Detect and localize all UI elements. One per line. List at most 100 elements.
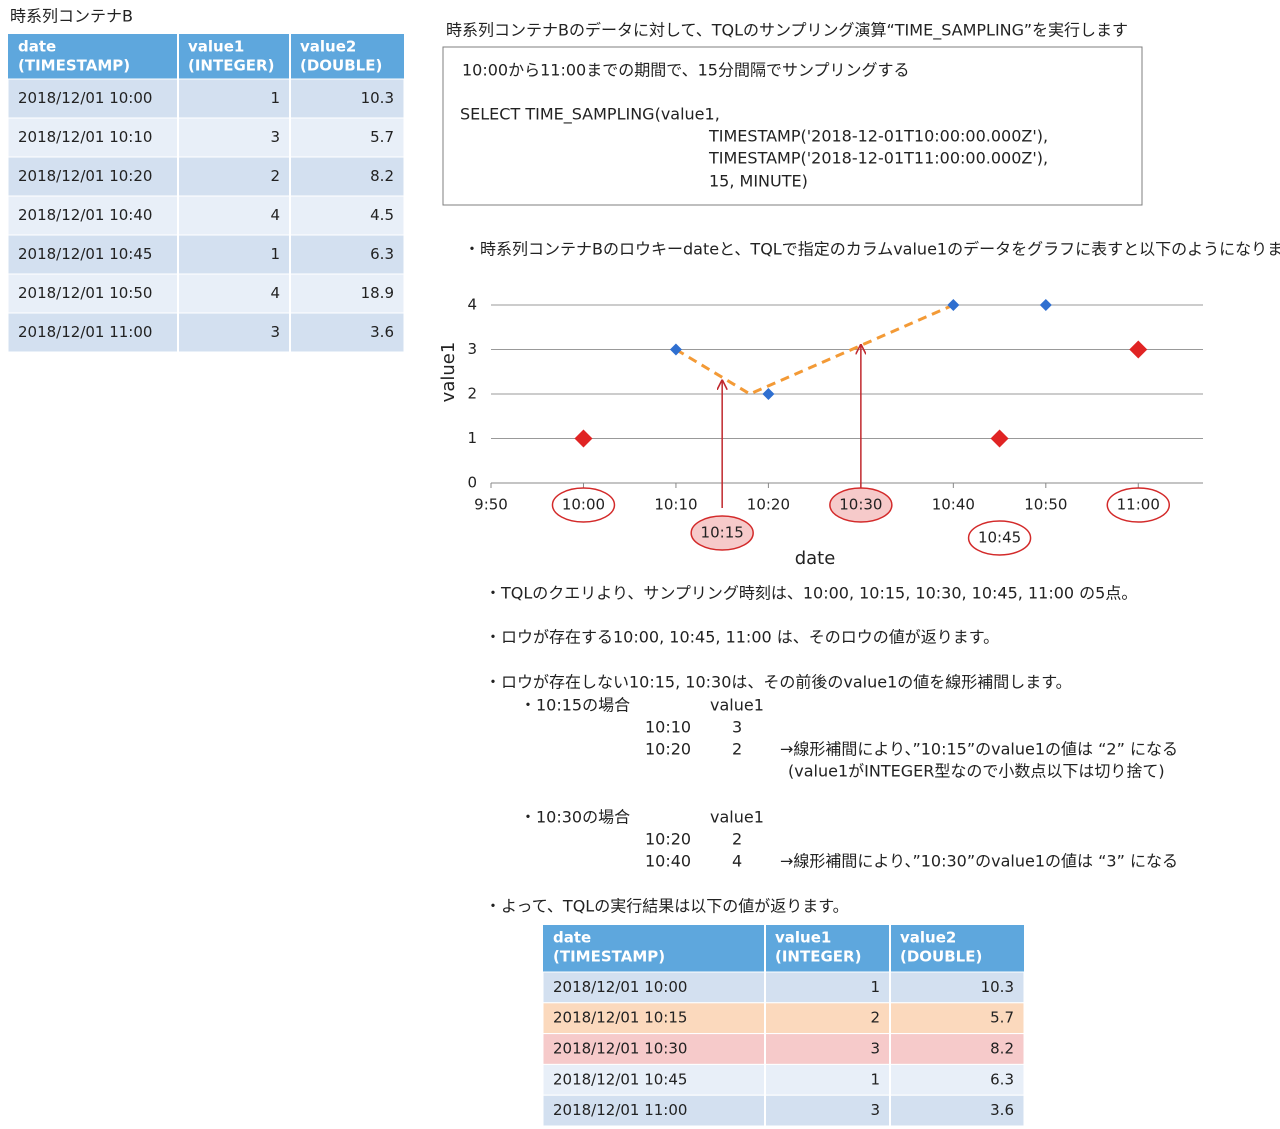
data-point (1039, 299, 1052, 311)
query-heading: 時系列コンテナBのデータに対して、TQLのサンプリング演算“TIME_SAMPL… (446, 21, 1128, 41)
query-description: 10:00から11:00までの期間で、15分間隔でサンプリングする (462, 61, 909, 80)
y-tick-label: 1 (467, 429, 477, 447)
cell-text: 4.5 (370, 206, 394, 224)
note: ・よって、TQLの実行結果は以下の値が返ります。 (485, 897, 849, 916)
cell-text: 18.9 (361, 284, 394, 302)
data-point (574, 429, 593, 448)
circle-label: 10:15 (701, 524, 744, 542)
cell-text: 6.3 (990, 1070, 1014, 1088)
cell-text: 3 (270, 323, 280, 341)
header-text: (TIMESTAMP) (18, 57, 130, 75)
cell-text: 3 (270, 128, 280, 146)
table-row (542, 1094, 1025, 1127)
cell-text: 2018/12/01 11:00 (18, 323, 152, 341)
cell-text: 2018/12/01 10:45 (18, 245, 152, 263)
x-tick-label: 10:40 (932, 496, 975, 514)
header-text: value2 (900, 929, 956, 947)
header-text: value2 (300, 38, 356, 56)
cell-text: 4 (270, 284, 280, 302)
cell-text: 2 (870, 1009, 880, 1027)
highlight-circle (829, 487, 893, 523)
cell-text: 1 (270, 245, 280, 263)
header-text: value1 (188, 38, 244, 56)
sql-line: TIMESTAMP('2018-12-01T11:00:00.000Z'), (708, 149, 1048, 168)
cell-text: 2018/12/01 10:00 (553, 978, 687, 996)
table-header (543, 925, 1024, 972)
table-row (7, 78, 405, 119)
header-text: (DOUBLE) (900, 948, 982, 966)
table-row (542, 1033, 1025, 1065)
note: ・TQLのクエリより、サンプリング時刻は、10:00, 10:15, 10:30… (485, 584, 1137, 603)
cell-text: 8.2 (370, 167, 394, 185)
x-tick-label: 10:50 (1024, 496, 1067, 514)
data-point (762, 388, 775, 400)
cell-text: 6.3 (370, 245, 394, 263)
left-table-title: 時系列コンテナB (10, 7, 133, 26)
query-box (442, 46, 1143, 206)
cell-text: 2018/12/01 10:40 (18, 206, 152, 224)
highlight-circle (1106, 487, 1171, 523)
table-row (542, 1063, 1025, 1096)
cell-text: 3.6 (990, 1101, 1014, 1119)
note: ・ロウが存在する10:00, 10:45, 11:00 は、そのロウの値が返りま… (485, 628, 999, 647)
cell-text: 2018/12/01 10:30 (553, 1040, 687, 1058)
y-tick-label: 3 (467, 340, 477, 358)
header-text: (TIMESTAMP) (553, 948, 665, 966)
cell-text: 2 (270, 167, 280, 185)
y-tick-label: 0 (467, 474, 477, 492)
case-time: 10:20 (645, 830, 691, 849)
table-row (7, 312, 405, 353)
cell-text: 2018/12/01 10:10 (18, 128, 152, 146)
sql-line: TIMESTAMP('2018-12-01T10:00:00.000Z'), (708, 127, 1048, 146)
case-time: 10:40 (645, 852, 691, 871)
header-text: date (553, 929, 591, 947)
case-remark: (value1がINTEGER型なので小数点以下は切り捨て) (788, 762, 1165, 781)
data-point (1129, 340, 1148, 359)
cell-text: 5.7 (990, 1009, 1014, 1027)
cell-text: 2018/12/01 10:20 (18, 167, 152, 185)
cell-text: 10.3 (981, 978, 1014, 996)
cell-text: 3 (870, 1101, 880, 1119)
cell-text: 5.7 (370, 128, 394, 146)
sql-line: 15, MINUTE) (709, 172, 808, 191)
cell-text: 3 (870, 1040, 880, 1058)
cell-text: 2018/12/01 10:45 (553, 1070, 687, 1088)
cell-text: 1 (870, 1070, 880, 1088)
data-point (990, 429, 1009, 448)
case-result: →線形補間により、”10:30”のvalue1の値は “3” になる (780, 852, 1178, 871)
highlight-circle (551, 487, 616, 523)
cell-text: 1 (270, 89, 280, 107)
case-title: ・10:30の場合 (520, 808, 630, 827)
header-text: date (18, 38, 56, 56)
case-value: 3 (732, 718, 742, 737)
case-value: 2 (732, 740, 742, 759)
x-tick-label: 10:00 (562, 496, 605, 514)
note: ・ロウが存在しない10:15, 10:30は、その前後のvalue1の値を線形補… (485, 673, 1072, 692)
cell-text: 2018/12/01 11:00 (553, 1101, 687, 1119)
data-point (669, 343, 682, 356)
header-text: value1 (775, 929, 831, 947)
cell-text: 2018/12/01 10:00 (18, 89, 152, 107)
cell-text: 2018/12/01 10:50 (18, 284, 152, 302)
case-value: 4 (732, 852, 742, 871)
table-header (8, 34, 404, 79)
x-axis-label: date (795, 548, 836, 569)
y-tick-label: 4 (467, 296, 477, 314)
highlight-circle (690, 515, 754, 551)
x-tick-label: 11:00 (1117, 496, 1160, 514)
case-column: value1 (710, 696, 764, 715)
y-tick-label: 2 (467, 385, 477, 403)
sql-line: SELECT TIME_SAMPLING(value1, (460, 105, 720, 125)
highlight-circle (967, 520, 1032, 556)
cell-text: 1 (870, 978, 880, 996)
case-result: →線形補間により、”10:15”のvalue1の値は “2” になる (780, 740, 1178, 759)
chart-note: ・時系列コンテナBのロウキーdateと、TQLで指定のカラムvalue1のデータ… (464, 240, 1280, 259)
table-row (542, 1002, 1025, 1035)
x-tick-label: 10:30 (839, 496, 882, 514)
table-row (7, 117, 405, 158)
y-axis-label: value1 (438, 342, 459, 403)
x-tick-label: 9:50 (474, 496, 508, 514)
x-tick-label: 10:20 (747, 496, 790, 514)
